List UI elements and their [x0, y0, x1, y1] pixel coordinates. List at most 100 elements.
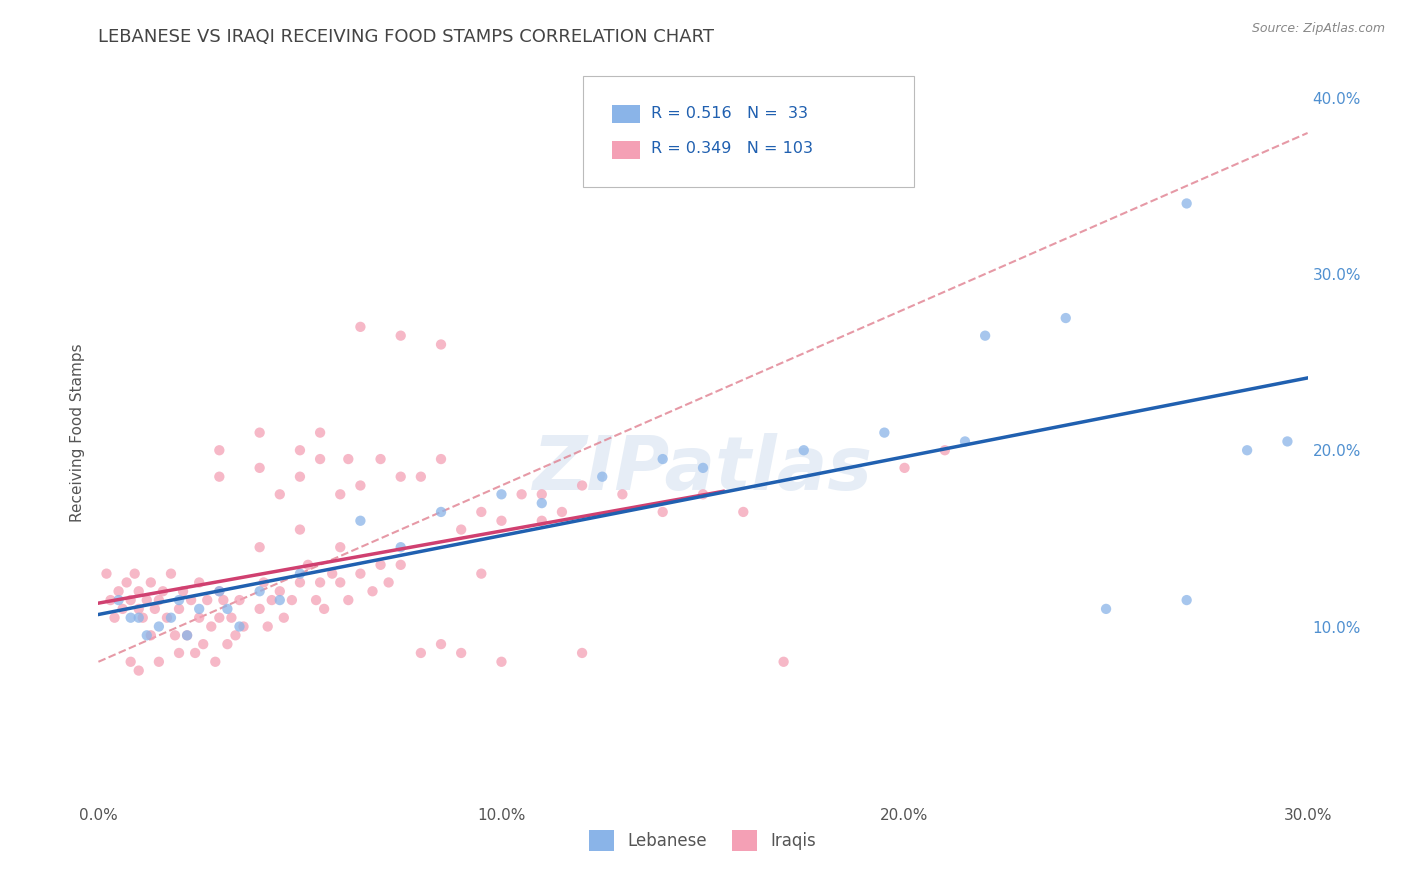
Point [651, 452, 673, 467]
Point [156, 610, 179, 624]
Point [733, 505, 755, 519]
Point [530, 487, 553, 501]
Point [204, 655, 226, 669]
Point [111, 602, 134, 616]
Point [139, 575, 162, 590]
Point [430, 452, 453, 467]
Point [120, 655, 142, 669]
Point [132, 610, 155, 624]
Point [195, 593, 218, 607]
Text: R = 0.349   N = 103: R = 0.349 N = 103 [651, 142, 813, 156]
Point [321, 566, 343, 581]
Point [470, 505, 492, 519]
Point [249, 584, 271, 599]
Point [1095, 602, 1118, 616]
Point [107, 584, 129, 599]
Point [314, 602, 336, 616]
Point [212, 593, 235, 607]
Point [370, 452, 392, 467]
Point [176, 628, 198, 642]
Point [135, 628, 157, 642]
Point [530, 496, 553, 510]
Point [389, 469, 412, 483]
Point [389, 558, 412, 572]
Point [349, 478, 371, 492]
Point [1277, 434, 1299, 449]
Point [128, 584, 150, 599]
Point [193, 637, 215, 651]
Point [305, 593, 328, 607]
Point [389, 540, 412, 554]
Point [115, 575, 138, 590]
Point [612, 487, 634, 501]
Point [591, 469, 613, 483]
Point [430, 637, 453, 651]
Point [217, 602, 239, 616]
Point [692, 461, 714, 475]
Point [143, 602, 166, 616]
Point [651, 505, 673, 519]
Point [450, 646, 472, 660]
Point [409, 646, 432, 660]
Point [228, 593, 250, 607]
Point [188, 602, 211, 616]
Point [772, 655, 794, 669]
Point [491, 514, 513, 528]
Point [430, 337, 453, 351]
Point [249, 425, 271, 440]
Point [309, 425, 332, 440]
Point [172, 584, 194, 599]
Point [184, 646, 207, 660]
Point [934, 443, 956, 458]
Point [1236, 443, 1258, 458]
Point [228, 619, 250, 633]
Point [361, 584, 384, 599]
Point [288, 469, 311, 483]
Point [337, 593, 360, 607]
Point [188, 610, 211, 624]
Point [893, 461, 915, 475]
Point [176, 628, 198, 642]
Point [470, 566, 492, 581]
Point [152, 584, 174, 599]
Point [288, 523, 311, 537]
Point [167, 646, 190, 660]
Point [329, 487, 352, 501]
Point [491, 487, 513, 501]
Point [124, 566, 146, 581]
Point [571, 646, 593, 660]
Point [281, 593, 304, 607]
Point [208, 469, 231, 483]
Point [167, 593, 190, 607]
Point [288, 566, 311, 581]
Point [571, 478, 593, 492]
Point [1054, 311, 1077, 326]
Point [120, 610, 142, 624]
Point [510, 487, 533, 501]
Point [200, 619, 222, 633]
Point [180, 593, 202, 607]
Point [208, 584, 231, 599]
Point [100, 593, 122, 607]
Point [221, 610, 243, 624]
Point [377, 575, 399, 590]
Point [253, 575, 276, 590]
Text: R = 0.516   N =  33: R = 0.516 N = 33 [651, 106, 808, 120]
Point [273, 610, 295, 624]
Point [148, 619, 170, 633]
Point [297, 558, 319, 572]
Point [329, 540, 352, 554]
Point [128, 602, 150, 616]
Point [249, 540, 271, 554]
Point [692, 487, 714, 501]
Point [269, 593, 291, 607]
Point [974, 328, 997, 343]
Point [430, 505, 453, 519]
Point [288, 575, 311, 590]
Text: ZIPatlas: ZIPatlas [533, 434, 873, 506]
Point [107, 593, 129, 607]
Point [163, 628, 186, 642]
Point [208, 443, 231, 458]
Point [873, 425, 896, 440]
Text: LEBANESE VS IRAQI RECEIVING FOOD STAMPS CORRELATION CHART: LEBANESE VS IRAQI RECEIVING FOOD STAMPS … [98, 28, 714, 45]
